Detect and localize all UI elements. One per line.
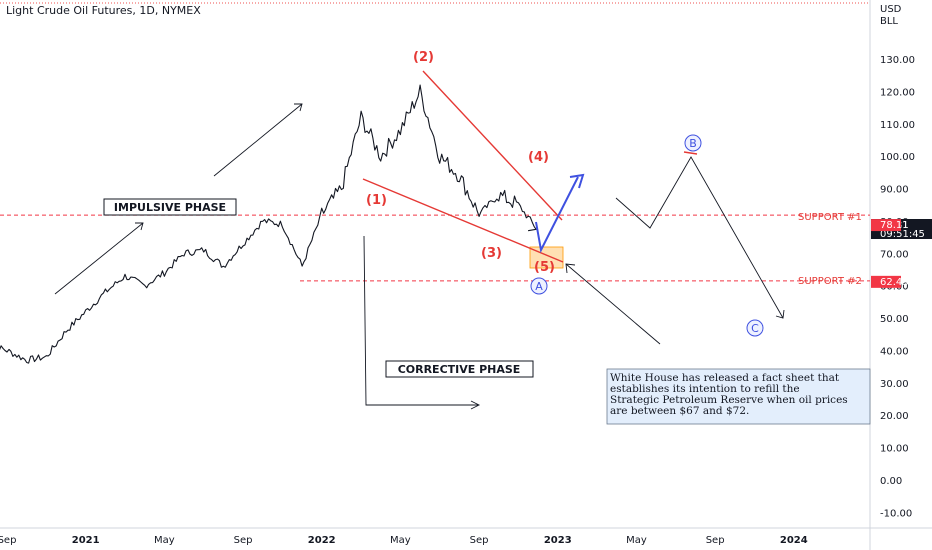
chart-title: Light Crude Oil Futures, 1D, NYMEX (6, 4, 201, 17)
corrective-phase-label: CORRECTIVE PHASE (398, 363, 521, 376)
x-tick-label: Sep (234, 535, 253, 546)
corrective-arrowhead (470, 400, 481, 410)
note-line-4: are between $67 and $72. (610, 405, 749, 417)
x-tick-label: 2021 (72, 535, 100, 546)
wedge-upper-line (422, 70, 563, 221)
y-tick-label: 120.00 (880, 87, 915, 98)
impulsive-phase-box (103, 198, 237, 216)
unit-label: BLL (880, 16, 898, 27)
x-tick-label: 2023 (544, 535, 572, 546)
wave-1-label: (1) (366, 193, 387, 208)
corrective-arrow-line (363, 235, 478, 406)
impulse-arrows (54, 103, 303, 295)
wave-2-label: (2) (413, 50, 434, 65)
y-tick-label: 0.00 (880, 476, 902, 487)
projection-arrowhead (569, 173, 585, 189)
wave-4-label: (4) (528, 150, 549, 165)
corrective-arrow (363, 235, 481, 410)
wave-c-circle (746, 319, 764, 337)
currency-label: USD (880, 4, 902, 15)
corrective-phase-box (385, 360, 534, 378)
x-tick-label: Sep (470, 535, 489, 546)
x-tick-label: May (390, 535, 411, 546)
abc-arrowhead (775, 309, 785, 319)
y-tick-label: 90.00 (880, 185, 909, 196)
y-tick-label: 130.00 (880, 55, 915, 66)
x-tick-label: May (626, 535, 647, 546)
support-1-price-tag (871, 219, 901, 232)
impulse-arrowhead-1 (135, 222, 144, 231)
note-pointer-line (565, 263, 661, 345)
projection-arrow (535, 176, 579, 254)
impulsive-phase-label: IMPULSIVE PHASE (114, 201, 226, 214)
price-line (0, 84, 537, 364)
x-tick-label: 2024 (780, 535, 808, 546)
x-tick-label: May (154, 535, 175, 546)
support-2-label: SUPPORT #2 (798, 276, 862, 287)
support-2-price-value: 62.43 (880, 277, 909, 288)
last-price-countdown: 09:51:45 (880, 229, 925, 240)
impulse-arrow-2 (213, 103, 303, 177)
y-tick-label: 50.00 (880, 314, 909, 325)
y-tick-label: -10.00 (880, 508, 912, 519)
wedge-lower-line (362, 178, 564, 263)
impulse-arrow-1 (54, 222, 144, 295)
note-pointer (565, 263, 661, 345)
wave-b-circle (684, 134, 702, 152)
abc-path (615, 156, 784, 319)
wave-b-label: B (689, 137, 697, 150)
y-tick-label: 30.00 (880, 379, 909, 390)
y-tick-label: 70.00 (880, 249, 909, 260)
support-1-price-value: 78.11 (880, 220, 909, 231)
note-line-3: Strategic Petroleum Reserve when oil pri… (610, 394, 848, 406)
support-2-price-tag (871, 275, 901, 288)
y-tick-label: 100.00 (880, 152, 915, 163)
y-tick-label: 110.00 (880, 120, 915, 131)
wave-a-label: A (535, 280, 543, 293)
x-tick-label: 2022 (308, 535, 336, 546)
note-pointer-head (565, 263, 576, 274)
y-tick-label: 40.00 (880, 346, 909, 357)
wave-3-label: (3) (481, 246, 502, 261)
note-line-1: White House has released a fact sheet th… (610, 372, 840, 384)
note-line-2: establishes its intention to refill the (610, 383, 800, 395)
y-tick-label: 10.00 (880, 444, 909, 455)
impulse-arrowhead-2 (294, 103, 303, 112)
note-box (606, 368, 871, 425)
wave-b-marker (683, 151, 698, 155)
y-tick-label: 20.00 (880, 411, 909, 422)
wave-c-label: C (751, 322, 759, 335)
support-1-label: SUPPORT #1 (798, 212, 862, 223)
wave-5-label: (5) (534, 260, 555, 275)
x-tick-label: Sep (706, 535, 725, 546)
x-axis-ticks: Sep 2021 May Sep 2022 May Sep 2023 May Sep 2024 (0, 535, 808, 546)
x-tick-label: Sep (0, 535, 16, 546)
wave-a-circle (530, 277, 548, 295)
